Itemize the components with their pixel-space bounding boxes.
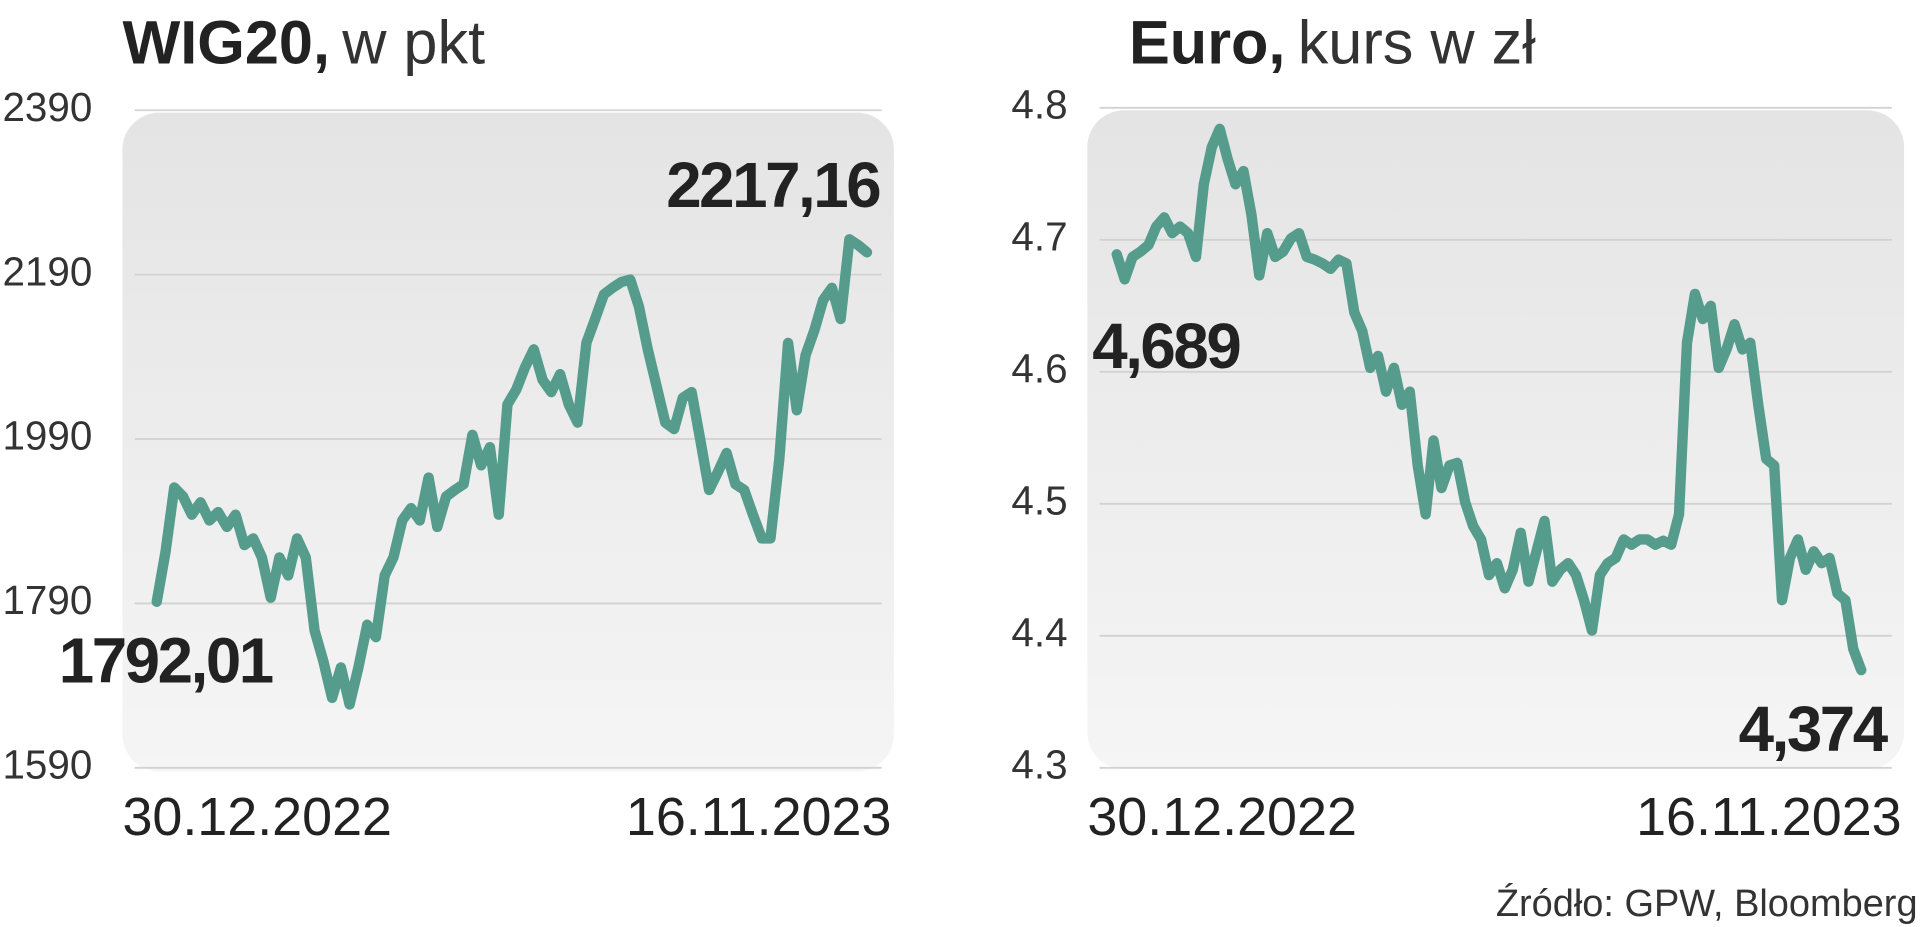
chart-title: WIG20, w pkt [122, 9, 485, 77]
y-tick-label: 4.4 [1011, 609, 1067, 655]
y-tick-label: 2390 [2, 84, 92, 130]
y-tick-label: 2190 [2, 248, 92, 294]
x-tick-label: 30.12.2022 [122, 787, 392, 847]
y-tick-label: 1990 [2, 413, 92, 459]
x-tick-label: 16.11.2023 [626, 787, 892, 847]
source: Źródło: GPW, Bloomberg [1496, 882, 1918, 925]
chart-title: Euro, kurs w zł [1129, 9, 1536, 77]
line-series [151, 234, 873, 710]
x-tick-label: 16.11.2023 [1636, 787, 1902, 847]
value-label: 1792,01 [59, 626, 273, 697]
y-tick-label: 4.3 [1011, 741, 1067, 787]
title-main: WIG20, [122, 9, 330, 77]
y-tick-label: 4.6 [1011, 345, 1067, 391]
plot-background [1087, 110, 1905, 770]
y-tick-label: 4.5 [1011, 477, 1067, 523]
title-unit: kurs w zł [1298, 9, 1536, 77]
y-tick-label: 1790 [2, 577, 92, 623]
value-label: 4,374 [1739, 694, 1889, 765]
x-tick-label: 30.12.2022 [1087, 787, 1357, 847]
y-tick-label: 4.8 [1011, 81, 1067, 127]
value-label: 2217,16 [666, 150, 880, 221]
y-tick-label: 1590 [2, 741, 92, 787]
title-unit: w pkt [341, 9, 485, 77]
y-tick-label: 4.7 [1011, 213, 1067, 259]
value-label: 4,689 [1092, 311, 1240, 382]
title-main: Euro, [1129, 9, 1285, 77]
line-series [1111, 123, 1867, 676]
